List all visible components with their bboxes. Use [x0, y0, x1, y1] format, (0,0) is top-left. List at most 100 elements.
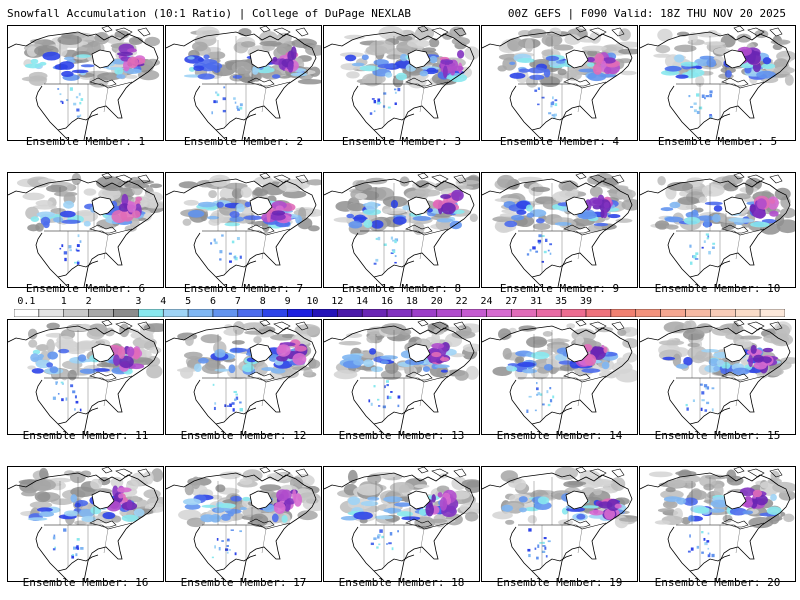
color-scale-swatch — [14, 309, 40, 317]
ensemble-member-map — [165, 466, 322, 582]
snowfall-map — [8, 173, 163, 287]
ensemble-member-map — [639, 25, 796, 141]
ensemble-member-map — [481, 25, 638, 141]
ensemble-member-map — [7, 172, 164, 288]
ensemble-member-label: Ensemble Member: 1 — [25, 135, 146, 148]
ensemble-member-label: Ensemble Member: 20 — [654, 576, 781, 589]
color-scale-swatch — [759, 309, 785, 317]
color-scale-swatch — [337, 309, 363, 317]
ensemble-member-label: Ensemble Member: 14 — [496, 429, 623, 442]
color-scale-swatch — [237, 309, 263, 317]
color-scale-swatch — [411, 309, 438, 317]
ensemble-member-label: Ensemble Member: 17 — [180, 576, 307, 589]
snowfall-map — [8, 26, 163, 140]
color-scale-swatch — [560, 309, 587, 317]
color-scale-swatch — [287, 309, 313, 317]
snowfall-map — [482, 467, 637, 581]
color-scale-tick-label: 1 — [60, 296, 67, 307]
color-scale-swatch — [162, 309, 189, 317]
ensemble-member-map — [165, 319, 322, 435]
color-scale-tick-label: 3 — [135, 296, 142, 307]
snowfall-map — [166, 467, 321, 581]
color-scale-tick-label: 4 — [160, 296, 167, 307]
ensemble-member-map — [639, 466, 796, 582]
color-scale-tick-label: 35 — [555, 296, 568, 307]
color-scale-tick-label: 31 — [530, 296, 543, 307]
color-scale-swatch — [486, 309, 512, 317]
ensemble-member-map — [165, 172, 322, 288]
model-run-info: 00Z GEFS | F090 Valid: 18Z THU NOV 20 20… — [507, 7, 786, 20]
ensemble-member-map — [7, 466, 164, 582]
color-scale-tick-label: 20 — [430, 296, 443, 307]
ensemble-member-map — [481, 319, 638, 435]
ensemble-member-map — [7, 319, 164, 435]
color-scale-tick-label: 5 — [185, 296, 192, 307]
color-scale-swatch — [461, 309, 487, 317]
color-scale-swatch — [312, 309, 338, 317]
snowfall-map — [640, 320, 795, 434]
snowfall-map — [482, 320, 637, 434]
ensemble-member-label: Ensemble Member: 2 — [183, 135, 304, 148]
snowfall-map — [324, 467, 479, 581]
color-scale-tick-label: 12 — [331, 296, 344, 307]
color-scale-swatch — [386, 309, 413, 317]
ensemble-member-label: Ensemble Member: 11 — [22, 429, 149, 442]
ensemble-member-label: Ensemble Member: 7 — [183, 282, 304, 295]
ensemble-member-map — [323, 172, 480, 288]
ensemble-member-map — [165, 25, 322, 141]
snowfall-map — [324, 26, 479, 140]
color-scale-swatch — [361, 309, 388, 317]
ensemble-member-map — [481, 172, 638, 288]
color-scale-swatch — [138, 309, 164, 317]
ensemble-member-label: Ensemble Member: 19 — [496, 576, 623, 589]
color-scale-swatch — [63, 309, 89, 317]
snowfall-map — [8, 467, 163, 581]
color-scale-swatch — [685, 309, 711, 317]
snowfall-map — [640, 173, 795, 287]
ensemble-member-label: Ensemble Member: 4 — [499, 135, 620, 148]
snowfall-map — [324, 320, 479, 434]
color-scale-tick-label: 2 — [85, 296, 92, 307]
color-scale-swatch — [38, 309, 64, 317]
color-scale-swatch — [436, 309, 462, 317]
color-scale-tick-label: 39 — [580, 296, 593, 307]
ensemble-member-label: Ensemble Member: 3 — [341, 135, 462, 148]
color-scale-swatch — [113, 309, 139, 317]
ensemble-member-label: Ensemble Member: 18 — [338, 576, 465, 589]
color-scale-tick-label: 24 — [480, 296, 493, 307]
snowfall-map — [166, 173, 321, 287]
ensemble-member-label: Ensemble Member: 10 — [654, 282, 781, 295]
color-scale-swatch — [660, 309, 686, 317]
ensemble-member-label: Ensemble Member: 12 — [180, 429, 307, 442]
color-scale-tick-label: 18 — [405, 296, 418, 307]
ensemble-member-map — [481, 466, 638, 582]
color-scale-tick-label: 9 — [284, 296, 291, 307]
color-scale-swatch — [585, 309, 612, 317]
color-scale-tick-label: 8 — [259, 296, 266, 307]
color-scale-swatch — [88, 309, 114, 317]
snowfall-map — [166, 320, 321, 434]
color-scale-tick-label: 22 — [455, 296, 468, 307]
ensemble-member-label: Ensemble Member: 15 — [654, 429, 781, 442]
ensemble-member-label: Ensemble Member: 16 — [22, 576, 149, 589]
color-scale-tick-label: 6 — [209, 296, 216, 307]
ensemble-member-label: Ensemble Member: 5 — [657, 135, 778, 148]
color-scale-swatch — [187, 309, 214, 317]
ensemble-member-label: Ensemble Member: 6 — [25, 282, 146, 295]
color-scale-tick-label: 14 — [356, 296, 369, 307]
color-scale-swatch — [212, 309, 239, 317]
snowfall-map — [482, 173, 637, 287]
color-scale-tick-label: 27 — [505, 296, 518, 307]
color-scale-swatch — [262, 309, 288, 317]
ensemble-member-label: Ensemble Member: 13 — [338, 429, 465, 442]
color-scale-swatch — [635, 309, 661, 317]
ensemble-member-map — [639, 172, 796, 288]
color-scale-tick-label: 16 — [381, 296, 394, 307]
color-scale-swatch — [610, 309, 637, 317]
snowfall-map — [640, 467, 795, 581]
color-scale-tick-label: 7 — [234, 296, 241, 307]
snowfall-map — [166, 26, 321, 140]
chart-title: Snowfall Accumulation (10:1 Ratio) | Col… — [7, 7, 411, 20]
ensemble-member-map — [639, 319, 796, 435]
ensemble-member-map — [323, 466, 480, 582]
